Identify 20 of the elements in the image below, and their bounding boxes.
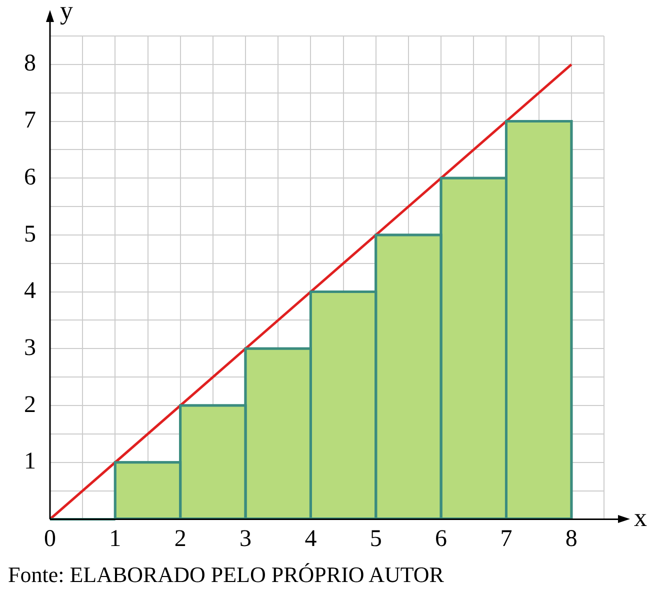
x-tick-label: 2 [174,526,186,552]
source-note: Fonte: ELABORADO PELO PRÓPRIO AUTOR [7,562,445,588]
x-tick-label: 1 [109,526,122,552]
x-axis-title: x [634,503,647,532]
x-tick-label: 8 [565,526,578,552]
y-tick-label: 4 [24,278,36,304]
y-tick-label: 8 [24,50,36,77]
y-tick-label: 3 [24,334,36,361]
x-tick-label: 7 [500,526,512,552]
x-tick-label: 4 [304,526,317,552]
y-tick-label: 1 [24,448,36,475]
y-tick-label: 2 [24,392,36,418]
y-tick-label: 7 [24,108,36,134]
x-tick-label: 0 [44,526,56,552]
x-tick-label: 6 [435,526,448,552]
y-tick-label: 6 [24,164,36,190]
x-tick-label: 5 [370,526,382,552]
x-tick-label: 3 [240,526,252,552]
y-tick-label: 5 [24,221,36,248]
y-axis-title: y [60,0,73,25]
